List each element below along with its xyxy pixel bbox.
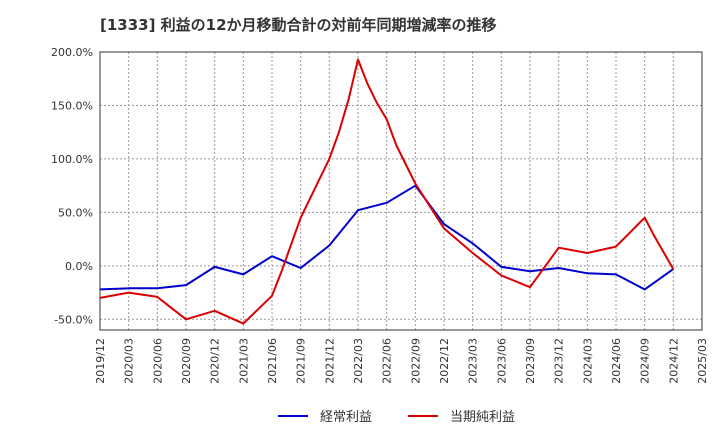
legend-label-2: 当期純利益 (450, 410, 515, 425)
x-tick-label: 2019/12 (94, 338, 107, 384)
x-tick-label: 2021/12 (323, 338, 336, 384)
y-tick-label: 0.0% (65, 260, 93, 273)
x-tick-label: 2024/09 (639, 338, 652, 384)
chart-title: [1333] 利益の12か月移動合計の対前年同期増減率の推移 (100, 16, 497, 34)
legend-label-1: 経常利益 (320, 410, 372, 425)
plot-border (99, 51, 703, 331)
y-tick-label: 100.0% (51, 153, 93, 166)
x-tick-label: 2022/12 (438, 338, 451, 384)
series-line-2 (99, 58, 675, 325)
x-tick-label: 2020/09 (180, 338, 193, 384)
x-tick-label: 2022/03 (352, 338, 365, 384)
x-tick-label: 2024/12 (667, 338, 680, 384)
x-tick-label: 2024/06 (610, 338, 623, 384)
x-tick-label: 2020/03 (123, 338, 136, 384)
series-line-1 (99, 184, 674, 291)
x-tick-label: 2023/12 (553, 338, 566, 384)
x-tick-label: 2024/03 (581, 338, 594, 384)
x-tick-label: 2023/03 (467, 338, 480, 384)
y-tick-label: -50.0% (54, 313, 93, 326)
x-tick-label: 2021/06 (266, 338, 279, 384)
x-tick-label: 2020/12 (209, 338, 222, 384)
x-tick-label: 2021/09 (295, 338, 308, 384)
x-tick-label: 2023/09 (524, 338, 537, 384)
x-tick-label: 2025/03 (696, 338, 709, 384)
x-tick-label: 2021/03 (237, 338, 250, 384)
x-tick-label: 2022/06 (381, 338, 394, 384)
y-tick-label: 200.0% (51, 46, 93, 59)
y-tick-label: 50.0% (58, 206, 93, 219)
x-tick-label: 2020/06 (151, 338, 164, 384)
x-tick-label: 2022/09 (409, 338, 422, 384)
plot-area (100, 52, 702, 330)
x-tick-label: 2023/06 (495, 338, 508, 384)
y-tick-label: 150.0% (51, 99, 93, 112)
